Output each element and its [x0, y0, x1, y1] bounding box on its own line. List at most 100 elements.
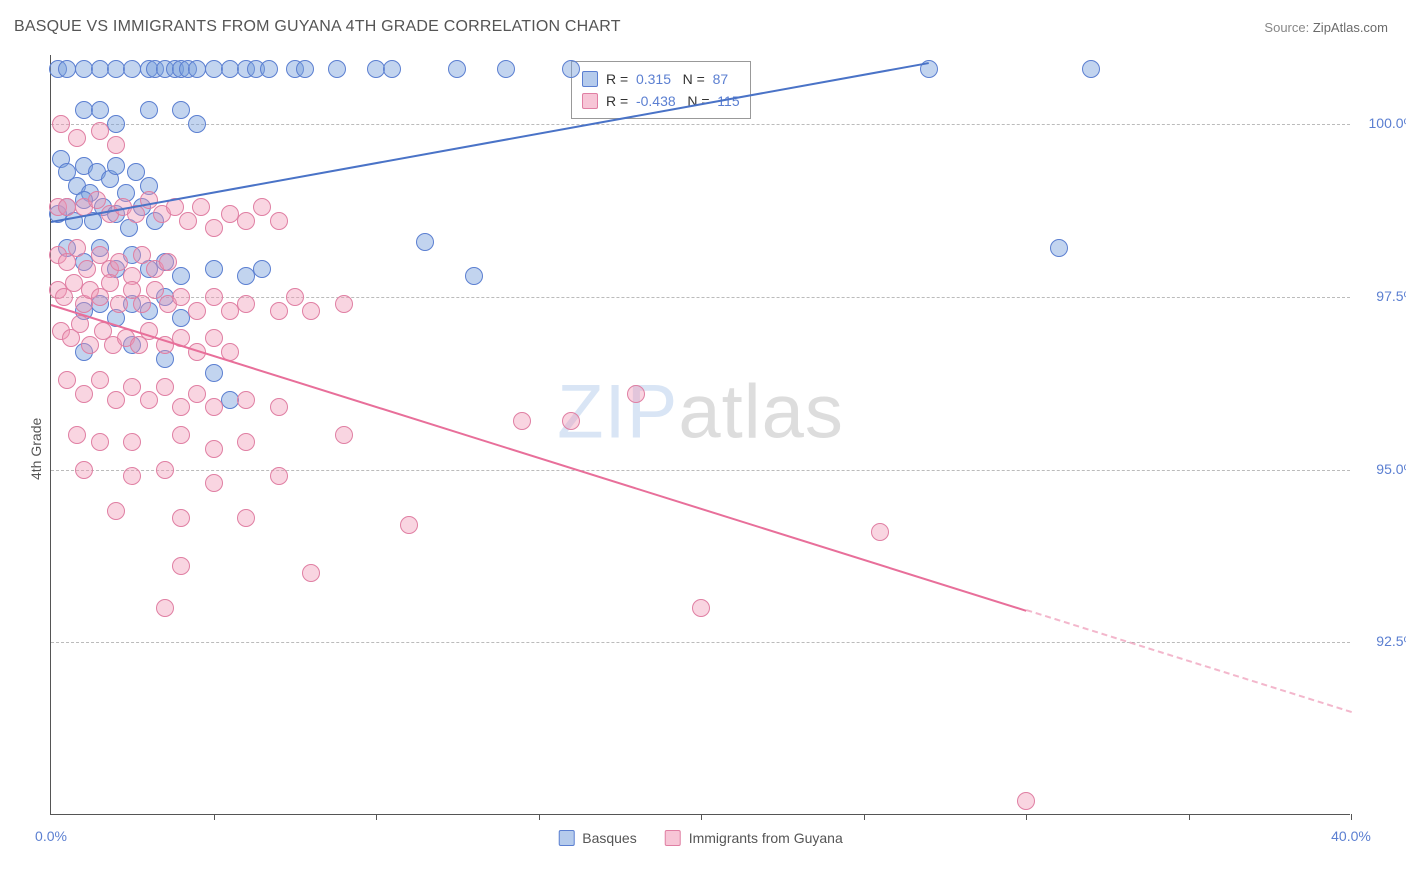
legend-item-guyana: Immigrants from Guyana [665, 830, 843, 846]
data-point [296, 60, 314, 78]
trend-line [1025, 610, 1351, 716]
data-point [237, 391, 255, 409]
data-point [156, 599, 174, 617]
data-point [78, 260, 96, 278]
data-point [156, 378, 174, 396]
data-point [68, 426, 86, 444]
data-point [335, 426, 353, 444]
data-point [1017, 792, 1035, 810]
swatch-blue [582, 71, 598, 87]
data-point [140, 391, 158, 409]
data-point [133, 295, 151, 313]
data-point [172, 426, 190, 444]
data-point [237, 509, 255, 527]
x-tick-mark [864, 814, 865, 820]
data-point [140, 101, 158, 119]
data-point [328, 60, 346, 78]
data-point [91, 433, 109, 451]
data-point [172, 398, 190, 416]
source-attribution: Source: ZipAtlas.com [1264, 20, 1388, 35]
data-point [205, 364, 223, 382]
trend-line [51, 304, 1027, 612]
data-point [260, 60, 278, 78]
data-point [562, 412, 580, 430]
data-point [286, 288, 304, 306]
data-point [205, 474, 223, 492]
data-point [205, 288, 223, 306]
data-point [383, 60, 401, 78]
data-point [692, 599, 710, 617]
data-point [416, 233, 434, 251]
data-point [205, 329, 223, 347]
x-tick-label: 0.0% [35, 828, 67, 844]
data-point [107, 502, 125, 520]
x-tick-mark [1351, 814, 1352, 820]
legend-item-basques: Basques [558, 830, 636, 846]
data-point [237, 295, 255, 313]
x-tick-mark [1026, 814, 1027, 820]
y-tick-label: 100.0% [1369, 115, 1406, 131]
data-point [107, 157, 125, 175]
scatter-plot: ZIPatlas R = 0.315 N = 87R = -0.438 N = … [50, 55, 1350, 815]
data-point [270, 302, 288, 320]
x-tick-mark [701, 814, 702, 820]
data-point [562, 60, 580, 78]
y-tick-label: 97.5% [1376, 288, 1406, 304]
data-point [107, 136, 125, 154]
x-tick-mark [214, 814, 215, 820]
data-point [107, 391, 125, 409]
swatch-pink [582, 93, 598, 109]
data-point [172, 557, 190, 575]
series-legend: Basques Immigrants from Guyana [558, 830, 843, 846]
data-point [188, 302, 206, 320]
legend-label-guyana: Immigrants from Guyana [689, 830, 843, 846]
x-tick-mark [539, 814, 540, 820]
y-tick-label: 95.0% [1376, 461, 1406, 477]
data-point [400, 516, 418, 534]
x-tick-mark [1189, 814, 1190, 820]
data-point [107, 115, 125, 133]
data-point [871, 523, 889, 541]
data-point [237, 212, 255, 230]
data-point [172, 267, 190, 285]
data-point [110, 295, 128, 313]
gridline [51, 124, 1350, 125]
data-point [253, 260, 271, 278]
data-point [123, 467, 141, 485]
y-axis-label: 4th Grade [28, 418, 44, 480]
gridline [51, 642, 1350, 643]
watermark-zip: ZIP [557, 369, 678, 454]
data-point [172, 101, 190, 119]
data-point [205, 398, 223, 416]
watermark-atlas: atlas [678, 369, 844, 454]
data-point [253, 198, 271, 216]
data-point [156, 461, 174, 479]
swatch-blue [558, 830, 574, 846]
data-point [75, 385, 93, 403]
y-tick-label: 92.5% [1376, 633, 1406, 649]
data-point [75, 461, 93, 479]
data-point [123, 378, 141, 396]
data-point [123, 433, 141, 451]
data-point [205, 260, 223, 278]
data-point [91, 101, 109, 119]
watermark: ZIPatlas [557, 368, 844, 455]
data-point [188, 115, 206, 133]
data-point [335, 295, 353, 313]
data-point [192, 198, 210, 216]
data-point [172, 509, 190, 527]
data-point [1082, 60, 1100, 78]
data-point [270, 212, 288, 230]
data-point [237, 433, 255, 451]
data-point [513, 412, 531, 430]
data-point [159, 253, 177, 271]
data-point [179, 212, 197, 230]
legend-label-basques: Basques [582, 830, 636, 846]
gridline [51, 470, 1350, 471]
source-link[interactable]: ZipAtlas.com [1313, 20, 1388, 35]
data-point [81, 336, 99, 354]
data-point [52, 115, 70, 133]
data-point [302, 302, 320, 320]
data-point [68, 129, 86, 147]
data-point [1050, 239, 1068, 257]
